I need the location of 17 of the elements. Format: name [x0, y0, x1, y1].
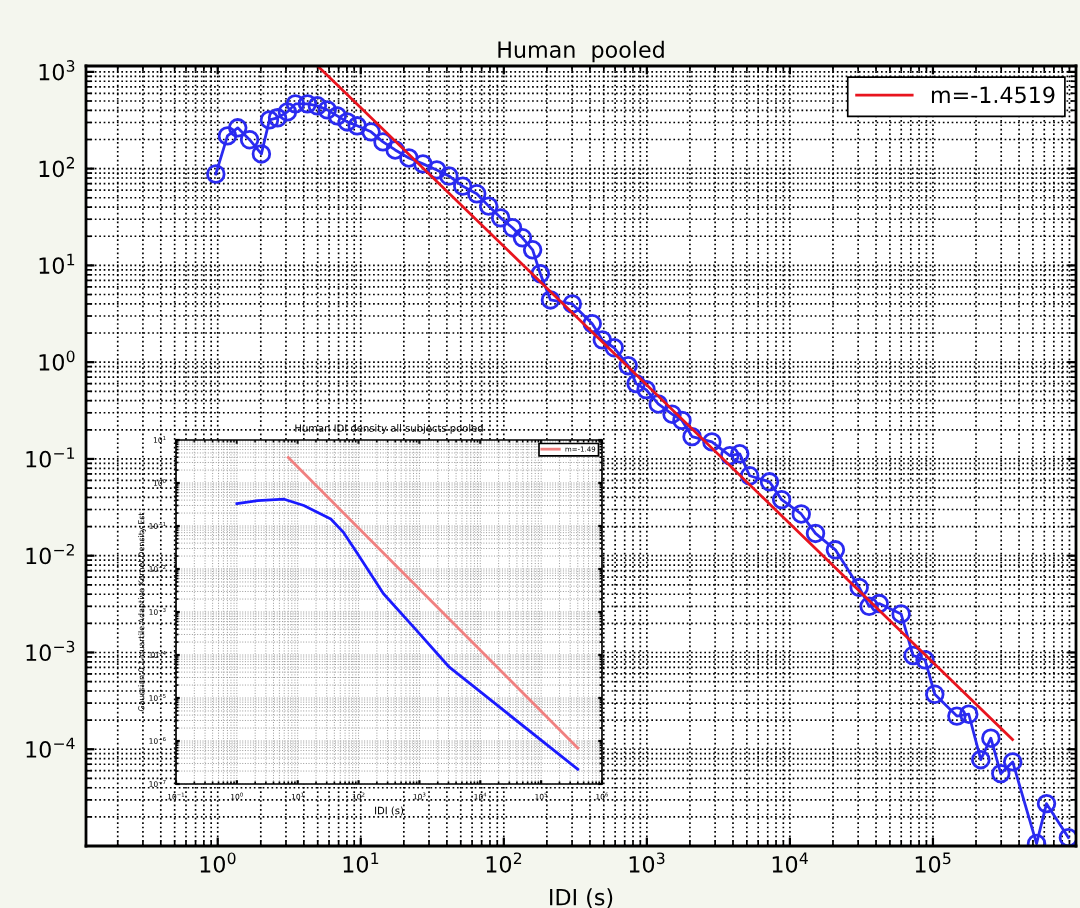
x-tick-label: 10$^{1}$ [343, 852, 379, 873]
y-tick-label: 10$^{3}$ [39, 60, 75, 81]
y-tick-label: 10$^{−1}$ [26, 447, 75, 468]
x-axis-title: IDI (s) [550, 888, 613, 908]
x-tick-label: 10$^{3}$ [629, 852, 665, 873]
y-tick-label: 10$^{1}$ [39, 253, 75, 275]
y-tick-label: 10$^{−4}$ [26, 737, 75, 758]
x-tick-label: 10$^{4}$ [772, 852, 808, 873]
y-tick-label: 10$^{2}$ [39, 156, 74, 178]
x-tick-label: 10$^{0}$ [200, 852, 236, 873]
chart-title: Human pooled [498, 40, 664, 63]
x-tick-label: 10$^{5}$ [915, 852, 951, 873]
y-tick-label: 10$^{−2}$ [26, 543, 74, 565]
legend-label: m=-1.4519 [931, 86, 1055, 104]
y-tick-label: 10$^{−3}$ [26, 640, 75, 662]
y-tick-label: 10$^{0}$ [39, 350, 75, 371]
x-tick-label: 10$^{2}$ [486, 852, 522, 873]
